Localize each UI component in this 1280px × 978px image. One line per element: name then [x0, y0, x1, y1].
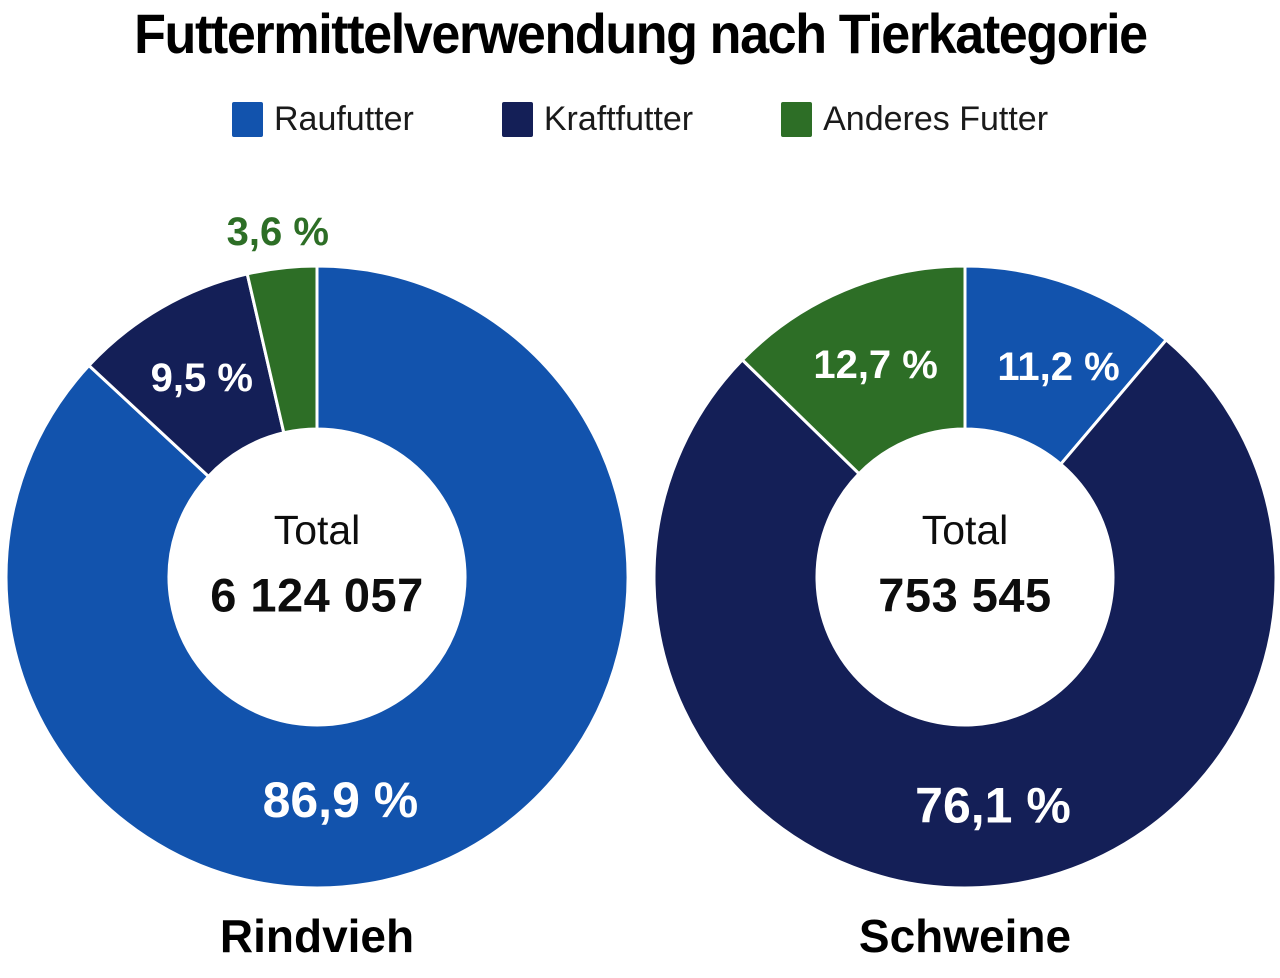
- chart-title: Futtermittelverwendung nach Tierkategori…: [133, 2, 1148, 65]
- donut-chart-rindvieh: 86,9 % 9,5 % 3,6 % Total 6 124 057: [4, 210, 630, 890]
- segment-value-label-anderes-futter: 12,7 %: [813, 343, 938, 387]
- donut-chart-schweine: 11,2 % 76,1 % 12,7 % Total 753 545: [652, 264, 1278, 890]
- legend-label-raufutter: Raufutter: [273, 100, 414, 138]
- segment-value-label-raufutter: 86,9 %: [263, 772, 419, 828]
- segment-value-label-kraftfutter: 9,5 %: [151, 356, 253, 400]
- chart-title-wrap: Futtermittelverwendung nach Tierkategori…: [0, 0, 1280, 68]
- category-label-rindvieh: Rindvieh: [219, 910, 415, 962]
- donut-center-title: Total: [922, 507, 1009, 553]
- legend-swatch-anderes-futter: [781, 101, 813, 137]
- legend-item-anderes-futter: Anderes Futter: [781, 99, 1048, 139]
- donut-center-total: 6 124 057: [210, 569, 424, 622]
- segment-value-label-kraftfutter: 76,1 %: [915, 777, 1071, 833]
- legend-label-anderes-futter: Anderes Futter: [823, 100, 1049, 138]
- legend-item-raufutter: Raufutter: [231, 99, 414, 139]
- legend-label-kraftfutter: Kraftfutter: [543, 100, 694, 138]
- category-label-schweine: Schweine: [858, 910, 1072, 962]
- legend-item-kraftfutter: Kraftfutter: [501, 99, 694, 139]
- donut-segment-anderes-futter: [245, 264, 319, 435]
- donut-segment-raufutter: [4, 264, 630, 890]
- segment-value-label-anderes-futter: 3,6 %: [227, 210, 329, 254]
- donut-segment-anderes-futter: [740, 264, 967, 476]
- legend: Raufutter Kraftfutter Anderes Futter: [0, 99, 1280, 139]
- donut-segment-kraftfutter: [652, 338, 1278, 890]
- donut-center-title: Total: [274, 507, 361, 553]
- legend-swatch-kraftfutter: [501, 101, 533, 137]
- donut-center-total: 753 545: [878, 569, 1051, 622]
- segment-value-label-raufutter: 11,2 %: [997, 345, 1119, 389]
- legend-swatch-raufutter: [231, 101, 263, 137]
